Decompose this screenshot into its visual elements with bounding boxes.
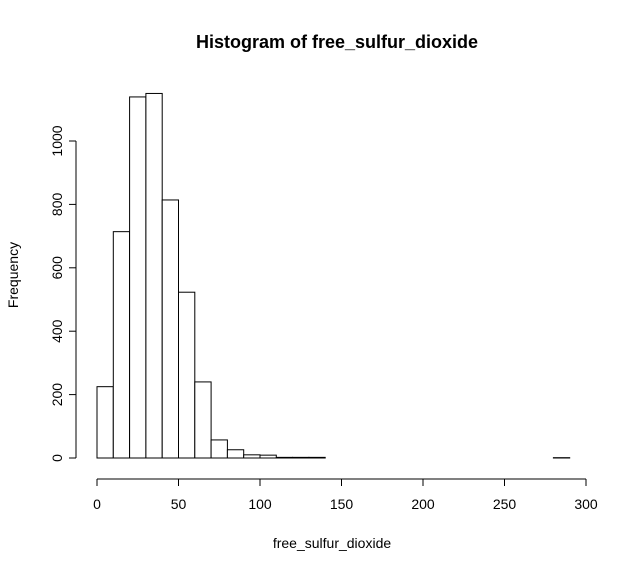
histogram-bar [96,386,114,459]
histogram-bar [275,456,294,459]
y-tick-label: 0 [49,454,65,462]
histogram-bar [210,439,228,459]
x-tick-label: 150 [330,496,354,512]
histogram-bar [243,454,261,459]
x-tick-label: 250 [493,496,517,512]
y-axis: 0 200 400 600 800 1000 [49,125,77,462]
y-tick-label: 600 [49,256,65,280]
histogram-bar [308,456,326,459]
x-tick-label: 100 [248,496,272,512]
histogram-bar [194,381,212,459]
chart-title: Histogram of free_sulfur_dioxide [196,32,478,52]
histogram-bar [178,291,196,459]
y-tick-label: 400 [49,319,65,343]
y-axis-label: Frequency [5,242,21,308]
histogram-bar [226,449,245,459]
histogram-bar [112,231,131,459]
x-tick-label: 50 [171,496,187,512]
histogram-bar [292,456,310,459]
x-axis: 0 50 100 150 200 250 300 [93,478,598,512]
y-tick-label: 200 [49,383,65,407]
y-tick-label: 1000 [49,125,65,156]
histogram-bar [259,454,277,459]
histogram-bar [145,92,163,459]
x-tick-label: 200 [411,496,435,512]
bars-group [96,92,571,459]
x-tick-label: 0 [93,496,101,512]
x-axis-label: free_sulfur_dioxide [273,535,392,551]
x-tick-label: 300 [574,496,598,512]
y-tick-label: 800 [49,193,65,217]
histogram-bar [129,96,147,459]
histogram-bar [161,199,179,459]
